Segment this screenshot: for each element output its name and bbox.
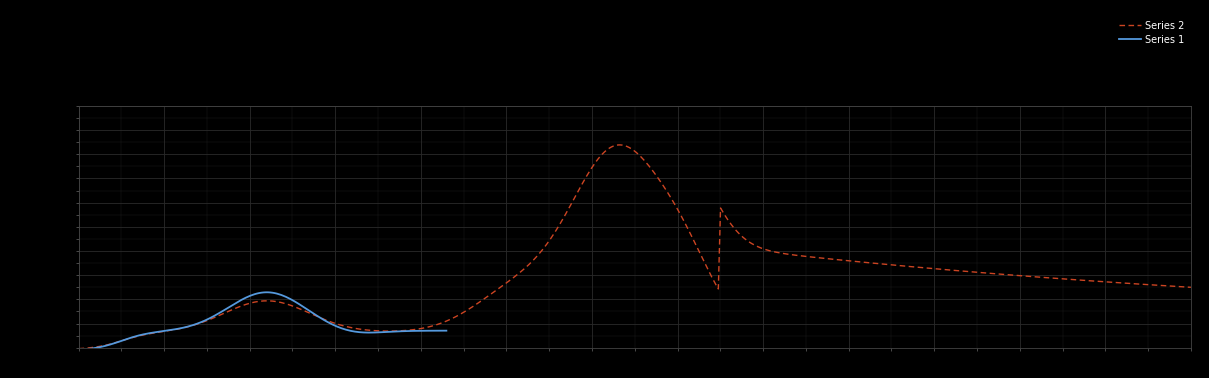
Series 2 bbox=[735, 235, 750, 239]
Series 1 bbox=[71, 347, 86, 352]
Legend: Series 2, Series 1: Series 2, Series 1 bbox=[1117, 19, 1186, 46]
Line: Series 1: Series 1 bbox=[79, 292, 446, 350]
Series 2 bbox=[600, 148, 614, 152]
Series 2 bbox=[1159, 284, 1174, 288]
Line: Series 2: Series 2 bbox=[79, 145, 1191, 349]
Series 2 bbox=[606, 144, 620, 148]
Series 2 bbox=[985, 271, 1000, 276]
Series 2 bbox=[71, 346, 86, 351]
Series 2 bbox=[676, 216, 690, 221]
Series 2 bbox=[1184, 285, 1198, 290]
Series 2 bbox=[613, 143, 627, 147]
